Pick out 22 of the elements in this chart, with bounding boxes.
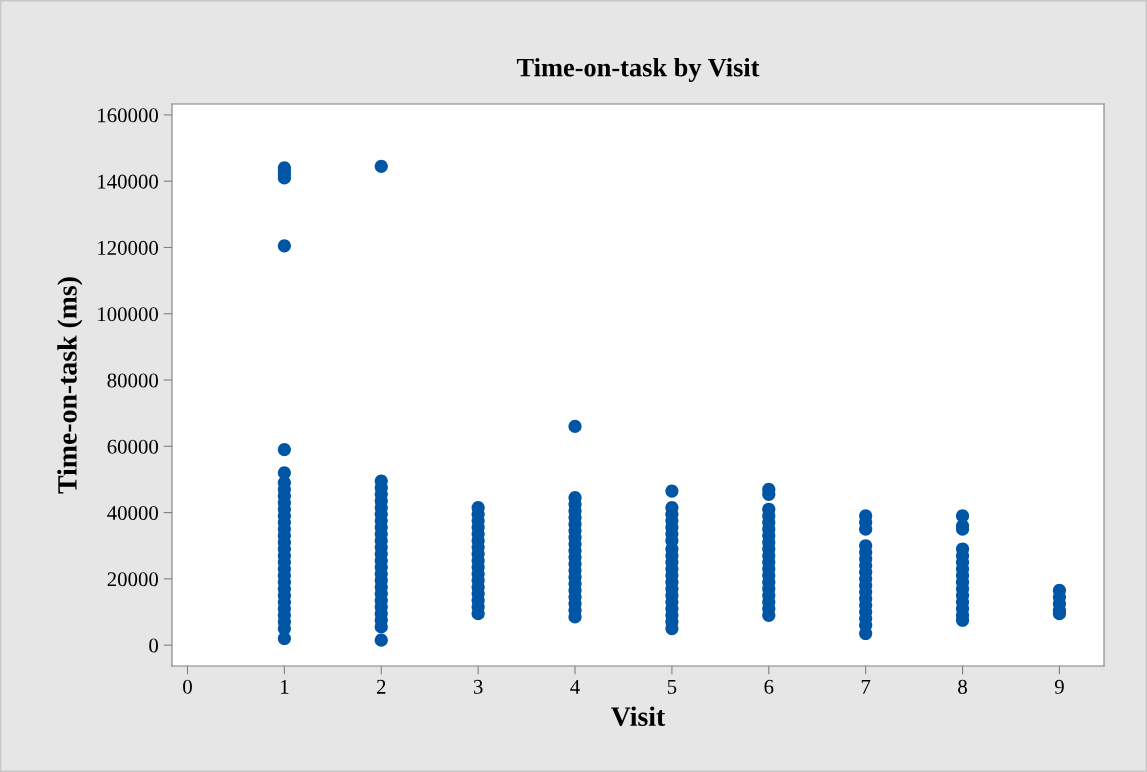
y-axis-title: Time-on-task (ms) [57, 277, 83, 494]
x-tick-label: 0 [183, 679, 192, 694]
x-axis-title: Visit [611, 706, 666, 727]
y-tick-label: 140000 [98, 174, 159, 189]
x-tick-label: 9 [1054, 679, 1064, 694]
x-tick-label: 3 [473, 679, 483, 694]
y-tick-label: 40000 [107, 505, 159, 521]
y-tick-label: 120000 [98, 240, 159, 255]
y-tick-label: 160000 [98, 108, 159, 123]
x-tick-label: 2 [376, 679, 386, 694]
x-tick-label: 6 [764, 679, 774, 694]
x-tick-label: 1 [281, 679, 289, 694]
y-tick-label: 100000 [98, 307, 159, 322]
y-tick-label: 60000 [107, 439, 159, 454]
x-tick-label: 4 [570, 679, 580, 694]
x-tick-label: 8 [958, 679, 967, 694]
y-tick-label: 0 [149, 638, 159, 653]
x-tick-label: 5 [667, 680, 677, 694]
y-tick-label: 80000 [107, 373, 159, 388]
chart-title: Time-on-task by Visit [516, 57, 760, 82]
y-tick-label: 20000 [107, 572, 159, 587]
x-tick-label: 7 [861, 680, 871, 694]
